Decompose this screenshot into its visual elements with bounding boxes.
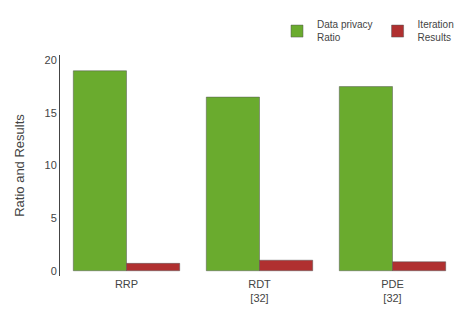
svg-text:PDE[32]: PDE[32] xyxy=(381,278,404,304)
svg-text:0: 0 xyxy=(51,265,57,277)
svg-text:15: 15 xyxy=(45,107,57,119)
svg-text:10: 10 xyxy=(45,159,57,171)
svg-text:Data privacyRatio: Data privacyRatio xyxy=(317,19,373,43)
svg-text:5: 5 xyxy=(51,212,57,224)
svg-text:20: 20 xyxy=(45,54,57,66)
svg-text:RDT[32]: RDT[32] xyxy=(248,278,271,304)
svg-text:Ratio and Results: Ratio and Results xyxy=(12,114,27,217)
svg-text:IterationResults: IterationResults xyxy=(418,19,454,43)
svg-text:RRP: RRP xyxy=(115,278,138,290)
